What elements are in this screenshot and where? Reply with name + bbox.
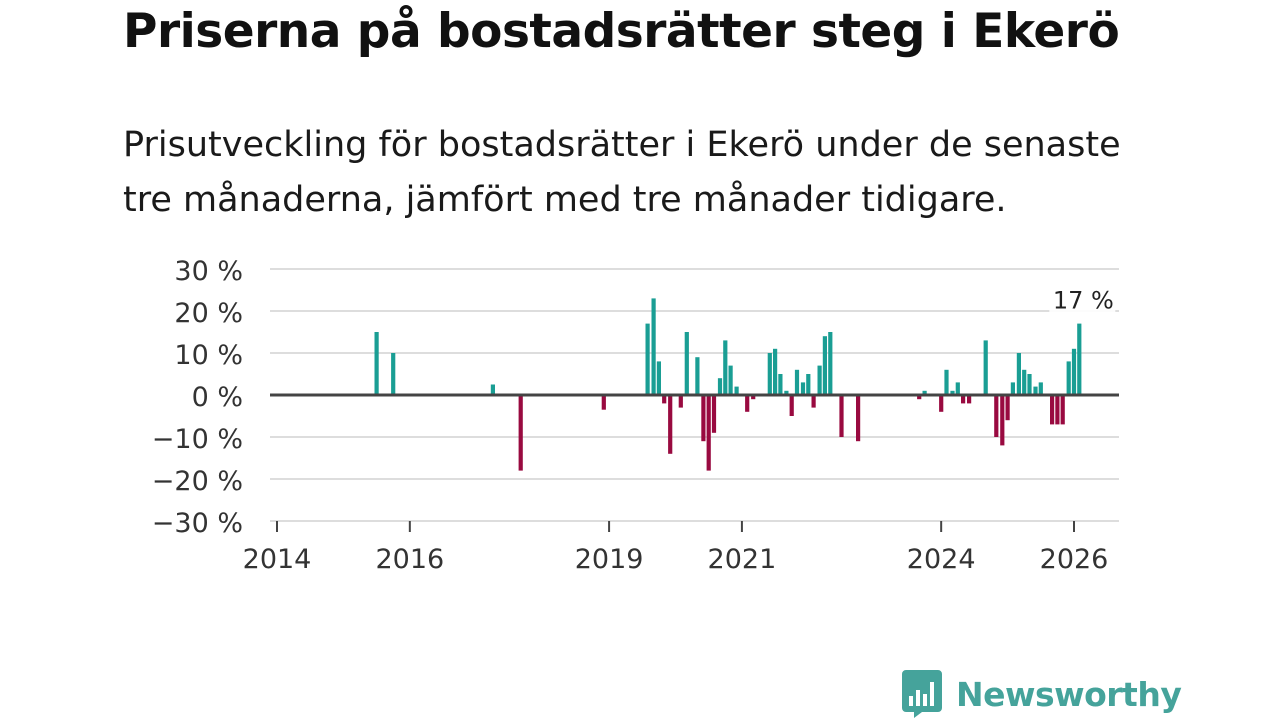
chart-subtitle: Prisutveckling för bostadsrätter i Ekerö… bbox=[123, 125, 1121, 220]
bar bbox=[701, 395, 706, 442]
bar bbox=[1038, 382, 1043, 395]
y-tick-label: 30 % bbox=[174, 256, 243, 287]
bar bbox=[789, 395, 794, 416]
x-tick-label: 2019 bbox=[575, 544, 644, 575]
bar bbox=[806, 374, 811, 395]
bar bbox=[490, 384, 495, 395]
bar bbox=[822, 336, 827, 395]
bar bbox=[1071, 348, 1077, 395]
bar bbox=[800, 382, 806, 395]
bar bbox=[374, 332, 379, 395]
bar bbox=[994, 395, 999, 437]
x-tick-label: 2021 bbox=[708, 544, 777, 575]
y-tick-label: −30 % bbox=[152, 508, 243, 539]
bar bbox=[983, 340, 988, 395]
bar bbox=[817, 365, 822, 395]
last-value-label-bg bbox=[1049, 283, 1116, 316]
bar bbox=[728, 365, 733, 395]
bar bbox=[811, 395, 816, 408]
bar bbox=[645, 323, 650, 395]
bars bbox=[270, 298, 1119, 471]
bar bbox=[1016, 353, 1021, 395]
bar bbox=[751, 395, 756, 400]
brand-name: Newsworthy bbox=[956, 674, 1182, 714]
bar bbox=[723, 340, 728, 395]
bar bbox=[717, 378, 723, 395]
chart-title: Priserna på bostadsrätter steg i Ekerö bbox=[123, 4, 1120, 59]
y-axis-labels: 30 % 20 % 10 % 0 % −10 % −20 % −30 % bbox=[152, 256, 243, 539]
bar bbox=[1050, 395, 1055, 425]
x-tick-label: 2024 bbox=[907, 544, 976, 575]
bar bbox=[656, 361, 661, 395]
bar bbox=[1060, 395, 1065, 425]
bar bbox=[961, 395, 966, 404]
bar bbox=[950, 390, 955, 395]
gridlines bbox=[270, 268, 1119, 522]
y-tick-label: 10 % bbox=[174, 340, 243, 371]
bar bbox=[662, 395, 667, 404]
bar bbox=[651, 298, 656, 395]
bar bbox=[767, 353, 772, 395]
bar bbox=[967, 395, 972, 404]
bar bbox=[678, 395, 683, 408]
newsworthy-chat-icon bbox=[902, 670, 942, 718]
bar bbox=[734, 386, 739, 395]
bar bbox=[1005, 395, 1010, 421]
bar bbox=[917, 395, 922, 400]
bar bbox=[1033, 386, 1038, 395]
bar bbox=[601, 395, 606, 410]
bar bbox=[684, 332, 689, 395]
y-tick-label: −20 % bbox=[152, 466, 243, 497]
bar bbox=[1000, 395, 1005, 446]
newsworthy-logo: Newsworthy bbox=[902, 669, 1182, 719]
bar bbox=[784, 390, 789, 395]
bar bbox=[944, 369, 949, 395]
annotations: 17 % bbox=[1049, 283, 1116, 316]
bar bbox=[856, 395, 861, 442]
bar bbox=[391, 353, 396, 395]
bar bbox=[1077, 323, 1082, 395]
bar bbox=[1022, 369, 1027, 395]
x-axis: 2014 2016 2019 2021 2024 2026 bbox=[243, 521, 1109, 575]
bar bbox=[1010, 382, 1015, 395]
last-value-label: 17 % bbox=[1053, 287, 1114, 315]
x-tick-label: 2014 bbox=[243, 544, 312, 575]
bar bbox=[1027, 374, 1032, 395]
bar bbox=[839, 395, 844, 437]
bar bbox=[1055, 395, 1060, 425]
bar bbox=[706, 395, 711, 471]
bar bbox=[1066, 361, 1071, 395]
x-tick-label: 2026 bbox=[1040, 544, 1109, 575]
bar bbox=[794, 369, 800, 395]
y-tick-label: 0 % bbox=[192, 382, 243, 413]
bar bbox=[711, 395, 717, 433]
y-tick-label: −10 % bbox=[152, 424, 243, 455]
bar bbox=[955, 382, 960, 395]
bar bbox=[518, 395, 523, 471]
bar bbox=[668, 395, 673, 454]
y-tick-label: 20 % bbox=[174, 298, 243, 329]
bar bbox=[773, 348, 778, 395]
bar bbox=[828, 332, 833, 395]
bar bbox=[695, 357, 700, 395]
x-tick-label: 2016 bbox=[375, 544, 444, 575]
bar bbox=[745, 395, 750, 412]
bar bbox=[939, 395, 944, 412]
bar bbox=[922, 390, 927, 395]
bar bbox=[778, 374, 783, 395]
